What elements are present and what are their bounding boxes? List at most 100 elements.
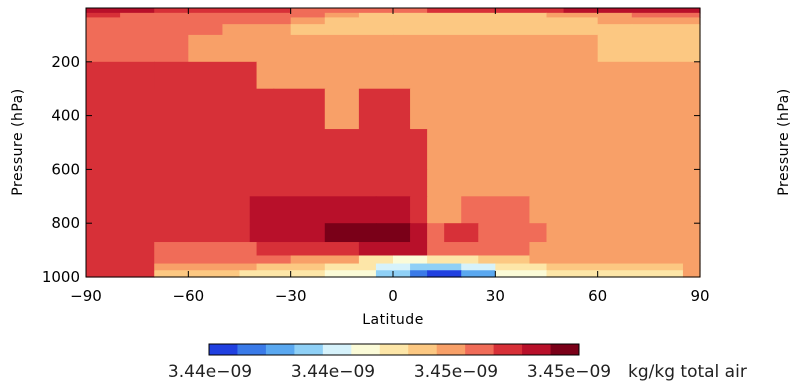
heat-cell	[546, 270, 684, 278]
heat-cell	[290, 8, 428, 14]
colorbar	[208, 343, 580, 356]
heat-cell	[427, 223, 445, 243]
heat-cell	[444, 223, 479, 243]
colorbar-tick-label: 3.44e−09	[291, 362, 375, 382]
heat-cell	[86, 255, 155, 265]
colorbar-swatch	[493, 344, 523, 355]
heat-cell	[86, 12, 121, 19]
colorbar-swatch	[351, 344, 381, 355]
x-axis: −90 −60 −30 0 30 60 90	[70, 8, 710, 305]
heat-cell	[86, 223, 251, 243]
colorbar-swatch	[465, 344, 495, 355]
heat-cell	[249, 223, 326, 243]
colorbar-swatch	[265, 344, 295, 355]
heat-cell	[427, 169, 701, 197]
heat-cell	[427, 270, 462, 278]
heat-cell	[86, 196, 251, 224]
heat-cell	[273, 88, 326, 130]
heat-cell	[256, 263, 326, 271]
colorbar-swatch	[408, 344, 438, 355]
heat-cell	[86, 17, 189, 25]
colorbar-swatch	[550, 344, 580, 355]
heat-cell	[86, 129, 411, 170]
y-axis-title-right: Pressure (hPa)	[776, 88, 792, 195]
heat-cell	[290, 24, 633, 36]
heat-cell	[427, 263, 462, 271]
y-tick-label: 200	[51, 53, 80, 71]
heat-cell	[324, 17, 599, 25]
colorbar-swatch	[294, 344, 324, 355]
heat-cell	[546, 263, 684, 271]
heat-cell	[358, 242, 428, 257]
colorbar-swatch	[237, 344, 267, 355]
heat-cell	[427, 196, 462, 224]
heat-cell	[529, 196, 701, 224]
colorbar-swatch	[209, 344, 238, 355]
heat-cell	[410, 270, 428, 278]
heat-cell	[410, 223, 428, 243]
y-tick-label: 400	[51, 107, 80, 125]
heat-cell	[86, 88, 275, 130]
heat-cell	[188, 34, 258, 63]
heat-cell	[461, 196, 531, 224]
heat-cell	[393, 34, 599, 63]
colorbar-swatch	[436, 344, 466, 355]
heat-cell	[86, 270, 155, 278]
heat-cell	[410, 129, 428, 170]
heat-cell	[154, 255, 292, 265]
heat-cell	[188, 17, 292, 25]
heat-cell	[410, 196, 428, 224]
heat-cell	[86, 34, 189, 63]
heat-cell	[154, 263, 258, 271]
heat-cell	[682, 270, 701, 278]
colorbar-swatch	[322, 344, 352, 355]
heat-cell	[427, 242, 531, 257]
heat-cell	[461, 263, 496, 271]
heat-cell	[375, 196, 411, 224]
heat-cell	[86, 263, 155, 271]
heat-cell	[249, 196, 377, 224]
heat-cell	[154, 8, 292, 14]
heat-cell	[324, 263, 377, 271]
colorbar-labels: 3.44e−09 3.44e−09 3.45e−09 3.45e−09	[168, 362, 611, 382]
x-tick-label: 30	[486, 287, 505, 305]
heat-cell	[410, 263, 428, 271]
heat-cell	[256, 61, 701, 90]
heat-cell	[665, 34, 701, 63]
x-tick-label: −90	[70, 287, 102, 305]
heat-cell	[461, 270, 496, 278]
heat-cell	[546, 12, 633, 19]
y-axis-title: Pressure (hPa)	[10, 88, 26, 195]
x-axis-title: Latitude	[362, 312, 424, 328]
heat-cell	[495, 263, 548, 271]
colorbar-swatch	[522, 344, 551, 355]
heat-cell	[427, 255, 479, 265]
heat-cell	[154, 61, 258, 90]
heat-cell	[410, 88, 701, 130]
x-tick-label: −60	[173, 287, 205, 305]
heat-cell	[631, 12, 701, 19]
heat-cell	[256, 242, 360, 257]
heat-cell	[290, 255, 360, 265]
heat-cell	[154, 270, 241, 278]
heat-cell	[529, 242, 701, 257]
colorbar-tick-label: 3.45e−09	[414, 362, 498, 382]
heat-cell	[239, 270, 326, 278]
heat-cell	[495, 270, 548, 278]
heat-cell	[597, 34, 667, 63]
y-tick-label: 800	[51, 214, 80, 232]
x-tick-label: 90	[690, 287, 709, 305]
heat-cell	[529, 255, 701, 265]
heat-cell	[154, 242, 258, 257]
x-tick-label: 0	[388, 287, 398, 305]
heat-cell	[86, 169, 428, 197]
colorbar-units: kg/kg total air	[628, 362, 747, 382]
heat-cell	[358, 255, 394, 265]
heat-cell	[324, 88, 360, 130]
x-tick-label: 60	[588, 287, 607, 305]
heat-cell	[358, 88, 411, 130]
heat-cell	[478, 223, 548, 243]
heat-cell	[597, 17, 701, 25]
heat-cell	[222, 24, 292, 36]
